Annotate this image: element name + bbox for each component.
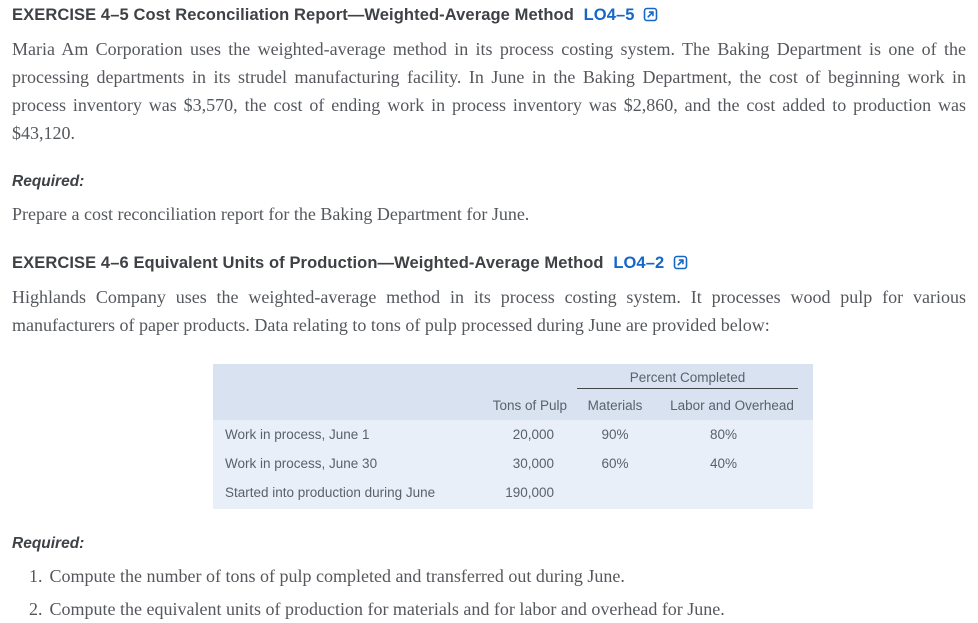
list-item-text: Compute the equivalent units of producti… — [49, 599, 725, 619]
list-item: 2. Compute the equivalent units of produc… — [29, 595, 966, 623]
table-row: Work in process, June 1 20,000 90% 80% — [213, 420, 813, 449]
labor-value: 40% — [660, 449, 813, 478]
exercise-4-5-title: EXERCISE 4–5 Cost Reconciliation Report—… — [12, 4, 966, 28]
lo4-2-link[interactable]: LO4–2 — [613, 254, 665, 272]
row-label: Work in process, June 30 — [213, 449, 465, 478]
exercise-4-6-required-label: Required: — [12, 535, 85, 552]
row-label: Work in process, June 1 — [213, 420, 465, 449]
materials-value: 90% — [570, 420, 660, 449]
pulp-data-table: Percent Completed Tons of Pulp Materials… — [213, 364, 813, 509]
table-group-header: Percent Completed — [577, 368, 798, 389]
labor-value — [660, 478, 813, 509]
lo4-5-link[interactable]: LO4–5 — [583, 6, 635, 24]
exercise-4-6-intro: Highlands Company uses the weighted-aver… — [12, 287, 966, 335]
col-header-labor-and-overhead: Labor and Overhead — [660, 390, 813, 420]
tons-value: 20,000 — [465, 420, 570, 449]
exercise-4-5-required-text: Prepare a cost reconciliation report for… — [12, 204, 530, 224]
list-item-number: 2. — [29, 599, 43, 619]
table-column-header-row: Tons of Pulp Materials Labor and Overhea… — [213, 390, 813, 420]
exercise-4-6-section: EXERCISE 4–6 Equivalent Units of Product… — [12, 252, 966, 623]
exercise-4-5-section: EXERCISE 4–5 Cost Reconciliation Report—… — [12, 4, 966, 228]
table-row: Work in process, June 30 30,000 60% 40% — [213, 449, 813, 478]
list-item-text: Compute the number of tons of pulp compl… — [49, 566, 625, 586]
col-header-tons-of-pulp: Tons of Pulp — [465, 390, 570, 420]
table-group-header-row: Percent Completed — [213, 364, 813, 390]
exercise-4-5-intro: Maria Am Corporation uses the weighted-a… — [12, 39, 966, 143]
list-item-number: 1. — [29, 566, 43, 586]
exercise-4-6-title: EXERCISE 4–6 Equivalent Units of Product… — [12, 252, 966, 276]
table-row: Started into production during June 190,… — [213, 478, 813, 509]
tons-value: 30,000 — [465, 449, 570, 478]
tons-value: 190,000 — [465, 478, 570, 509]
materials-value: 60% — [570, 449, 660, 478]
list-item: 1. Compute the number of tons of pulp com… — [29, 562, 966, 590]
col-header-materials: Materials — [570, 390, 660, 420]
exercise-4-5-title-text: EXERCISE 4–5 Cost Reconciliation Report—… — [12, 6, 574, 24]
external-link-icon[interactable] — [643, 6, 658, 28]
exercise-4-6-title-text: EXERCISE 4–6 Equivalent Units of Product… — [12, 254, 604, 272]
row-label: Started into production during June — [213, 478, 465, 509]
exercise-4-5-required-label: Required: — [12, 173, 85, 190]
labor-value: 80% — [660, 420, 813, 449]
requirements-list: 1. Compute the number of tons of pulp com… — [12, 562, 966, 623]
materials-value — [570, 478, 660, 509]
external-link-icon[interactable] — [673, 254, 688, 276]
